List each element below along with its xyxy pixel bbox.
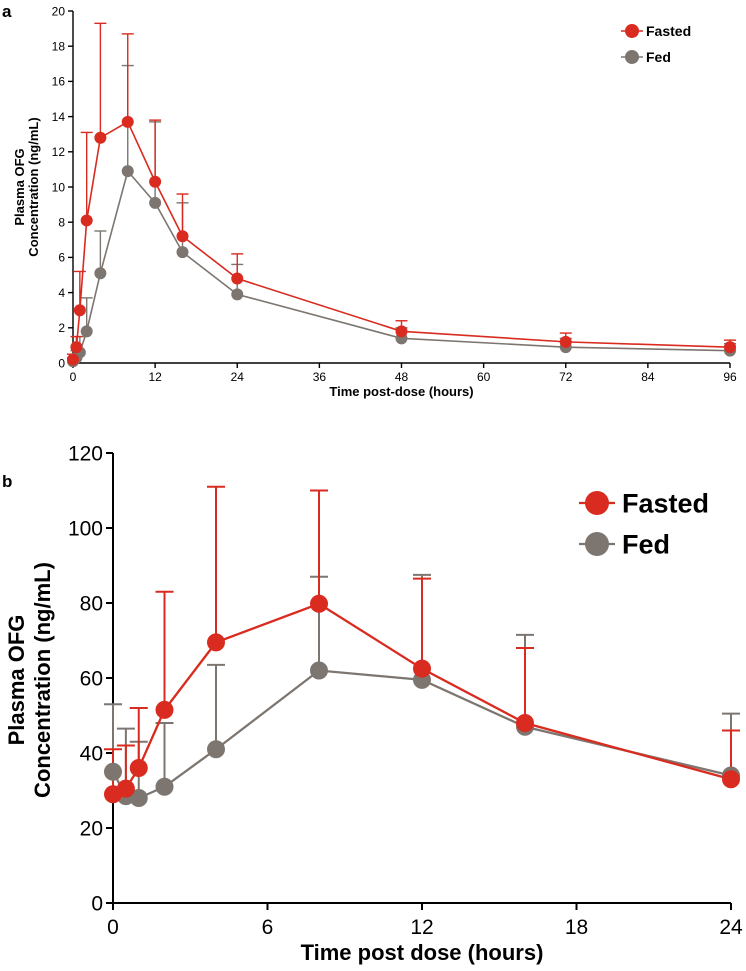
panel-b-x-axis-title: Time post dose (hours) [301, 940, 544, 965]
panel-a-x-tick-label: 60 [477, 370, 491, 384]
panel-a-fasted-point [395, 325, 408, 338]
panel-a-fasted-point [231, 272, 244, 285]
panel-a-x-tick-label: 24 [231, 370, 245, 384]
panel-a-fasted-point [94, 131, 107, 144]
panel-b-fasted-point [722, 770, 740, 789]
panel-a-legend-fasted-label: Fasted [646, 23, 691, 39]
panel-a-x-tick-label: 48 [395, 370, 409, 384]
panel-a-legend-fed-marker [625, 50, 639, 64]
panel-b-fed-point [155, 777, 174, 796]
panel-b-y-tick-label: 20 [80, 818, 103, 841]
panel-b-legend-fasted-label: Fasted [622, 489, 709, 519]
panel-a-x-tick-label: 36 [313, 370, 327, 384]
panel-b-fed-line [111, 669, 732, 800]
panel-a-y-tick-label: 12 [52, 145, 66, 159]
panel-b-legend-fed-label: Fed [622, 530, 670, 560]
panel-a-fasted-point [149, 175, 162, 188]
panel-a-x-tick-label: 0 [70, 370, 77, 384]
panel-a-x-tick-label: 72 [559, 370, 573, 384]
panel-a-x-axis-title: Time post-dose (hours) [329, 384, 473, 399]
panel-b-fasted-point [516, 714, 534, 732]
panel-a-y-tick-label: 14 [52, 110, 66, 124]
panel-b-letter: b [2, 472, 12, 491]
panel-a-fed-point [176, 246, 189, 259]
panel-b-y-tick-label: 100 [68, 518, 103, 541]
panel-b-fed-point [310, 661, 328, 680]
panel-a-y-tick-label: 18 [52, 40, 66, 54]
panel-a-fed-point [231, 288, 244, 301]
panel-a-fasted-point [70, 341, 83, 354]
panel-b-fed-point [104, 762, 122, 781]
panel-a-y-tick-label: 4 [58, 286, 65, 300]
panel-a-fed-point [80, 325, 93, 338]
panel-a-x-tick-label: 84 [641, 370, 655, 384]
panel-a-chart: a 0 12 24 36 48 60 72 84 9602468101214161820Time… [2, 2, 737, 399]
panel-a-y-axis-title: Concentration (ng/mL) [26, 117, 41, 256]
panel-a-legend-fasted-marker [625, 24, 639, 38]
panel-b-fasted-point [155, 700, 174, 719]
panel-a-y-tick-label: 10 [52, 180, 66, 194]
panel-b-fasted-point [207, 633, 225, 652]
panel-a-fasted-point [67, 353, 79, 366]
panel-b-y-tick-label: 80 [80, 593, 103, 616]
panel-a-fasted-line [72, 120, 731, 360]
panel-b-x-tick-label: 0 [107, 916, 119, 939]
panel-b-legend-fed-marker [585, 532, 609, 556]
panel-a-fasted-point [121, 115, 134, 128]
panel-b-fed-point [129, 789, 148, 807]
panel-a-legend-fed-label: Fed [646, 49, 671, 65]
panel-b-y-tick-label: 40 [80, 743, 103, 766]
panel-b-fasted-point [129, 759, 148, 777]
panel-a-y-tick-label: 0 [58, 356, 65, 370]
panel-b-x-tick-label: 24 [719, 916, 743, 939]
panel-b-y-tick-label: 120 [68, 443, 103, 466]
panel-a-fed-point [121, 165, 134, 178]
panel-b-y-tick-label: 0 [91, 893, 103, 916]
panel-a-letter: a [2, 2, 12, 21]
panel-a-x-tick-label: 96 [723, 370, 737, 384]
panel-b-chart: b 0 6 12 18 24 0 20 40 60 80 100 120 Time post dose … [2, 443, 743, 965]
panel-a-y-tick-label: 6 [58, 251, 65, 265]
panel-b-y-axis-title: Concentration (ng/mL) [30, 562, 55, 798]
panel-b-fasted-point [116, 779, 135, 798]
panel-a-fasted-point [80, 214, 93, 227]
panel-a-y-tick-label: 16 [52, 75, 66, 89]
panel-a-y-tick-label: 2 [58, 321, 65, 335]
panel-a-fasted-point [559, 335, 572, 348]
panel-b-fasted-point [413, 659, 431, 678]
panel-b-x-tick-label: 6 [262, 916, 274, 939]
panel-a-fasted-point [724, 341, 736, 354]
panel-a-fed-point [149, 196, 162, 209]
panel-b-x-tick-label: 18 [565, 916, 588, 939]
panel-a-x-tick-label: 12 [148, 370, 162, 384]
panel-b-fasted-point [310, 594, 328, 613]
panel-a-y-tick-label: 8 [58, 216, 65, 230]
panel-b-y-axis-title: Plasma OFG [4, 615, 29, 746]
panel-a-fed-point [94, 267, 107, 280]
panel-a-y-tick-label: 20 [52, 4, 66, 18]
panel-b-fed-point [207, 740, 225, 759]
panel-b-x-tick-label: 12 [410, 916, 433, 939]
panel-b-legend-fasted-marker [585, 491, 609, 515]
panel-b-y-tick-label: 60 [80, 668, 103, 691]
panel-a-fasted-point [73, 304, 86, 317]
panel-a-fasted-point [176, 230, 189, 243]
panel-a-y-axis-title: Plasma OFG [12, 148, 27, 225]
